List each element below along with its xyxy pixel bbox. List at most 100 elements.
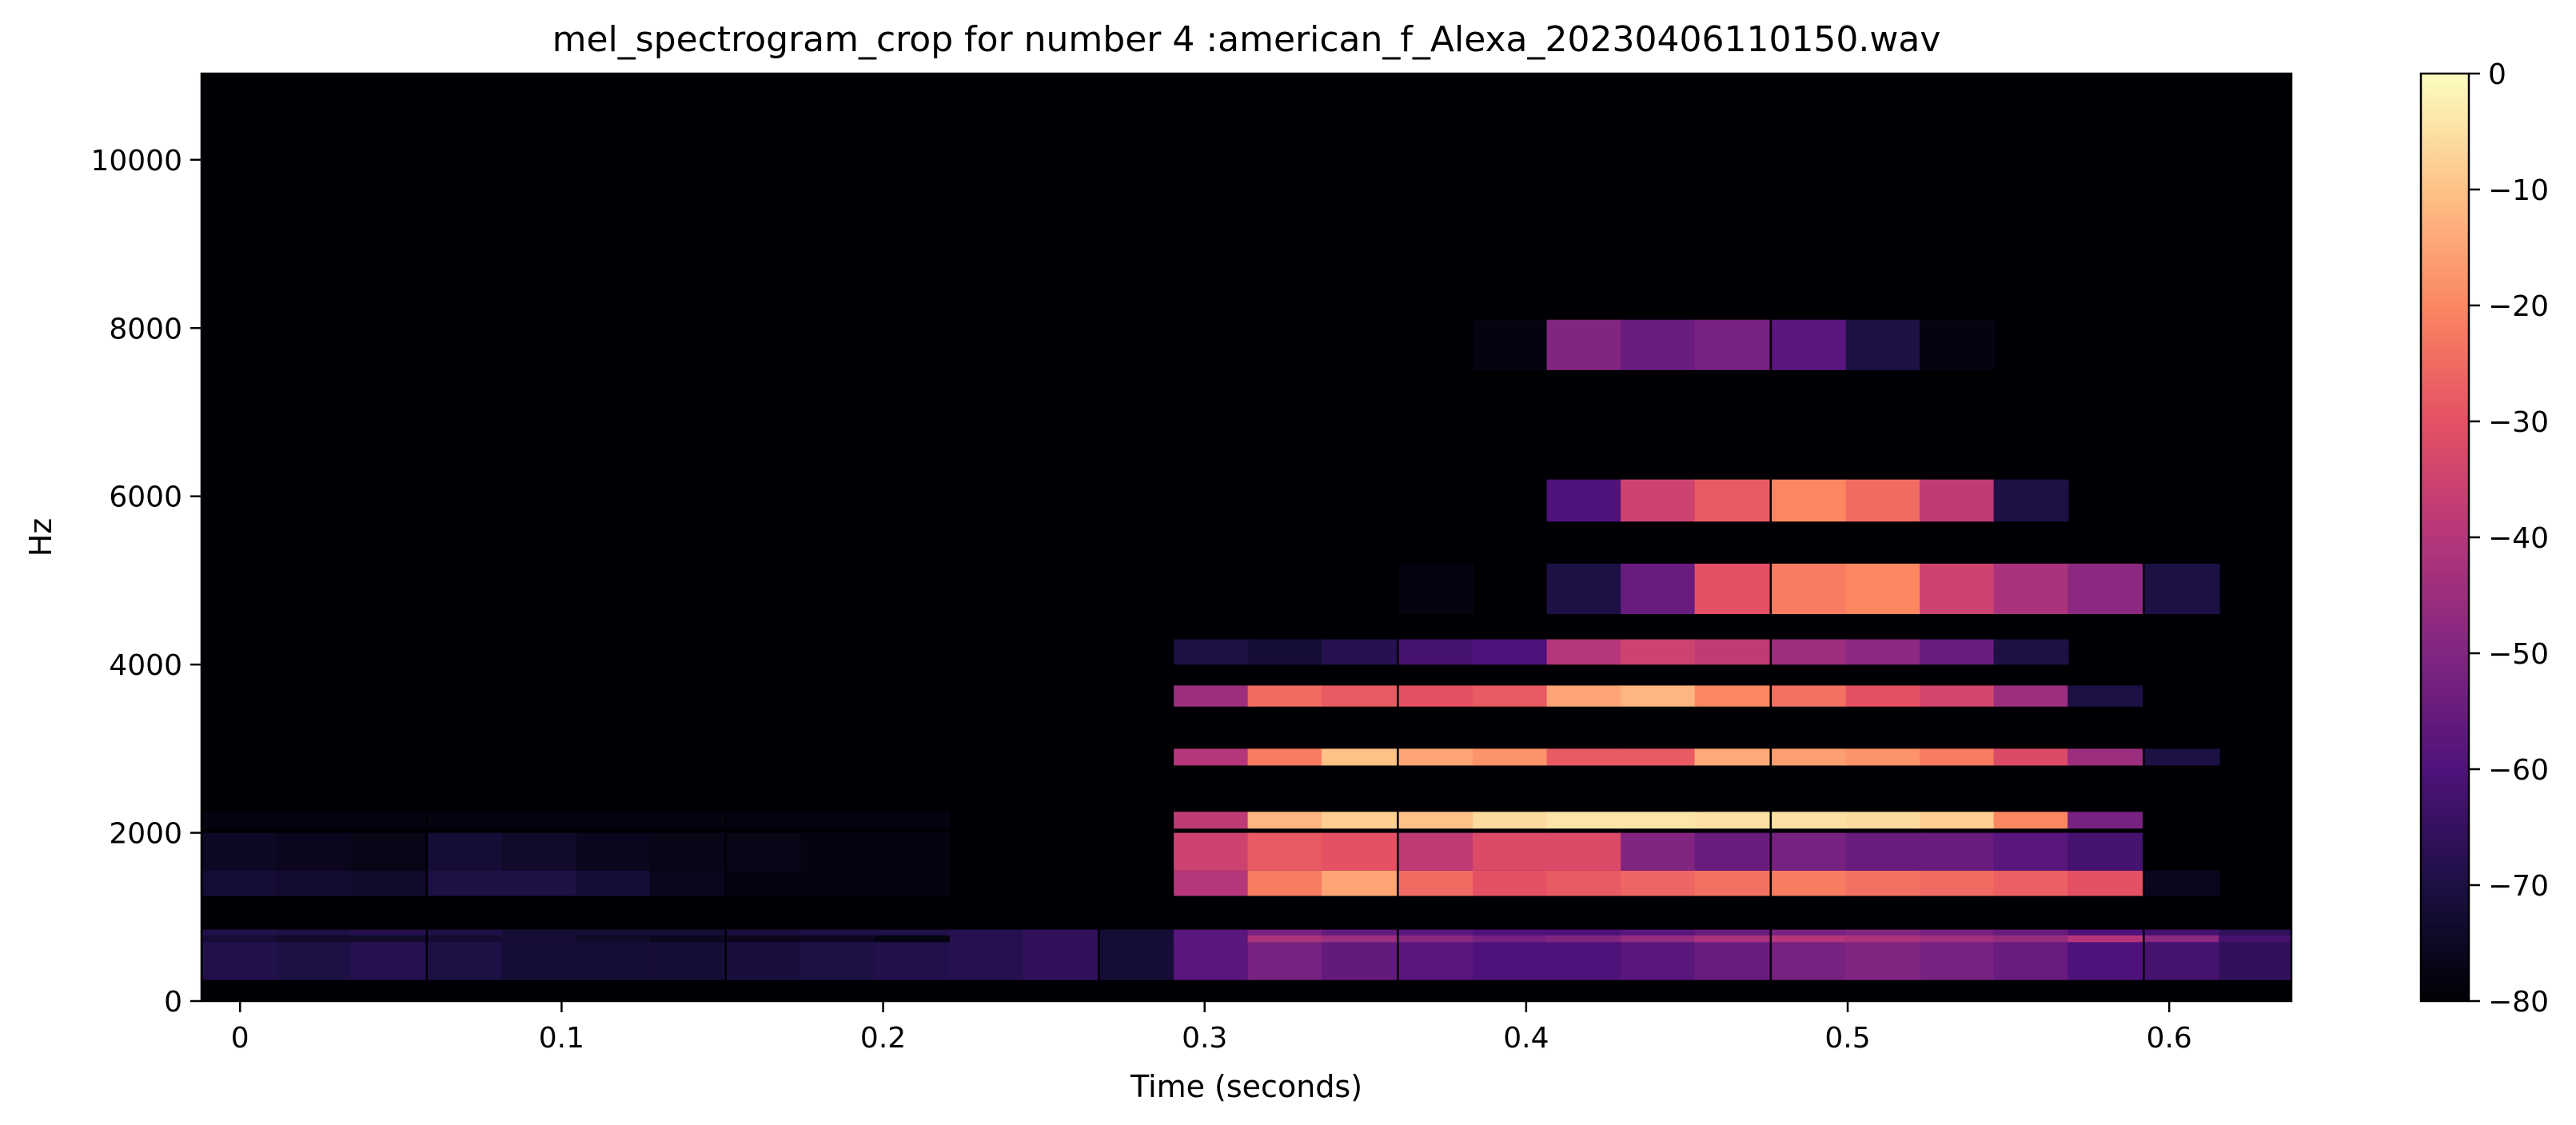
spectrogram-cell	[1174, 935, 1249, 943]
y-axis: 0 2000 4000 6000 8000 10000	[90, 145, 201, 1019]
spectrogram-cell	[649, 935, 725, 943]
y-tick-label: 10000	[90, 145, 182, 178]
colorbar-gradient	[2419, 72, 2470, 1003]
y-tick-label: 0	[164, 986, 182, 1019]
spectrogram-cell	[1546, 935, 1622, 943]
spectrogram-cell	[501, 812, 577, 829]
colorbar-tick-label: −40	[2488, 522, 2549, 555]
spectrogram-cell	[1845, 870, 1921, 896]
colorbar-tick-label: −70	[2488, 870, 2549, 903]
spectrogram-cell	[649, 832, 725, 871]
spectrogram-cell	[1398, 563, 1474, 614]
x-tick-label: 0.3	[1182, 1022, 1227, 1055]
spectrogram-cell	[727, 812, 802, 829]
spectrogram-cell	[1247, 870, 1323, 896]
spectrogram-cell	[1546, 563, 1622, 614]
spectrogram-cell	[1694, 479, 1770, 522]
chart-title: mel_spectrogram_crop for number 4 :ameri…	[552, 19, 1941, 60]
spectrogram-cell	[501, 832, 577, 871]
spectrogram-cell	[1920, 479, 1995, 522]
spectrogram-cell	[350, 870, 426, 896]
spectrogram-cell	[1322, 685, 1397, 707]
spectrogram-cell	[350, 832, 426, 871]
spectrogram-cell	[2068, 870, 2143, 896]
spectrogram-cell	[875, 935, 950, 943]
spectrogram-cell	[1247, 685, 1323, 707]
spectrogram-cell	[1993, 812, 2069, 829]
spectrogram-cell	[1772, 832, 1847, 871]
colorbar-ticks: 0 −10 −20 −30 −40 −50 −60 −70 −80	[2469, 58, 2549, 1019]
spectrogram-cell	[1920, 639, 1995, 665]
spectrogram-cell	[1174, 748, 1249, 766]
spectrogram-cell	[2068, 685, 2143, 707]
spectrogram-cell	[1993, 479, 2069, 522]
colorbar-tick-label: −30	[2488, 406, 2549, 439]
spectrogram-cell	[1845, 832, 1921, 871]
spectrogram-cell	[1772, 870, 1847, 896]
spectrogram-cell	[1099, 929, 1175, 980]
spectrogram-cell	[649, 870, 725, 896]
spectrogram-cell	[1621, 812, 1696, 829]
spectrogram-cell	[1845, 685, 1921, 707]
spectrogram-cell	[576, 832, 651, 871]
spectrogram-cell	[1473, 639, 1548, 665]
spectrogram-cell	[1398, 870, 1474, 896]
x-tick-label: 0.5	[1824, 1022, 1870, 1055]
spectrogram-cell	[1398, 935, 1474, 943]
spectrogram-cell	[501, 935, 577, 943]
spectrogram-cell	[1473, 935, 1548, 943]
spectrogram-cell	[1546, 639, 1622, 665]
spectrogram-cell	[1845, 479, 1921, 522]
spectrogram-cell	[202, 832, 278, 871]
spectrogram-cell	[1993, 832, 2069, 871]
spectrogram-cell	[1621, 870, 1696, 896]
spectrogram-cell	[727, 935, 802, 943]
spectrogram-cell	[1546, 685, 1622, 707]
colorbar-tick-label: −50	[2488, 638, 2549, 671]
spectrogram-cell	[1322, 812, 1397, 829]
spectrogram-cell	[350, 935, 426, 943]
spectrogram-cell	[1993, 685, 2069, 707]
spectrogram-cell	[649, 812, 725, 829]
spectrogram-cell	[1993, 563, 2069, 614]
spectrogram-cell	[1694, 563, 1770, 614]
spectrogram-cell	[2068, 563, 2143, 614]
spectrogram-cell	[1473, 685, 1548, 707]
spectrogram-cell	[1694, 319, 1770, 370]
spectrogram-cell	[1398, 832, 1474, 871]
spectrogram-cell	[1772, 479, 1847, 522]
spectrogram-cell	[1772, 319, 1847, 370]
spectrogram-cell	[428, 832, 503, 871]
spectrogram-cell	[1546, 832, 1622, 871]
spectrogram-cell	[1546, 812, 1622, 829]
colorbar-tick-label: −20	[2488, 290, 2549, 323]
spectrogram-cell	[1694, 812, 1770, 829]
spectrogram-cell	[1772, 639, 1847, 665]
spectrogram-cell	[800, 935, 876, 943]
spectrogram-cell	[2068, 812, 2143, 829]
spectrogram-cell	[1694, 870, 1770, 896]
spectrogram-cell	[1694, 935, 1770, 943]
spectrogram-cell	[1174, 832, 1249, 871]
spectrogram-cell	[1621, 935, 1696, 943]
spectrogram-cell	[1247, 935, 1323, 943]
spectrogram-cell	[1322, 832, 1397, 871]
spectrogram-cell	[875, 870, 950, 896]
spectrogram-cell	[277, 935, 352, 943]
y-axis-label: Hz	[23, 518, 58, 557]
spectrogram-cell	[1322, 870, 1397, 896]
spectrogram-cell	[1993, 870, 2069, 896]
spectrogram-cell	[948, 929, 1024, 980]
x-tick-label: 0.4	[1503, 1022, 1549, 1055]
spectrogram-cell	[800, 812, 876, 829]
spectrogram-cell	[1694, 685, 1770, 707]
spectrogram-cell	[1621, 685, 1696, 707]
spectrogram-cell	[1772, 685, 1847, 707]
spectrogram-cell	[2219, 935, 2291, 943]
spectrogram-cell	[277, 812, 352, 829]
spectrogram-cell	[875, 832, 950, 871]
spectrogram-cell	[1247, 832, 1323, 871]
spectrogram-cell	[1772, 748, 1847, 766]
spectrogram-cell	[1920, 832, 1995, 871]
